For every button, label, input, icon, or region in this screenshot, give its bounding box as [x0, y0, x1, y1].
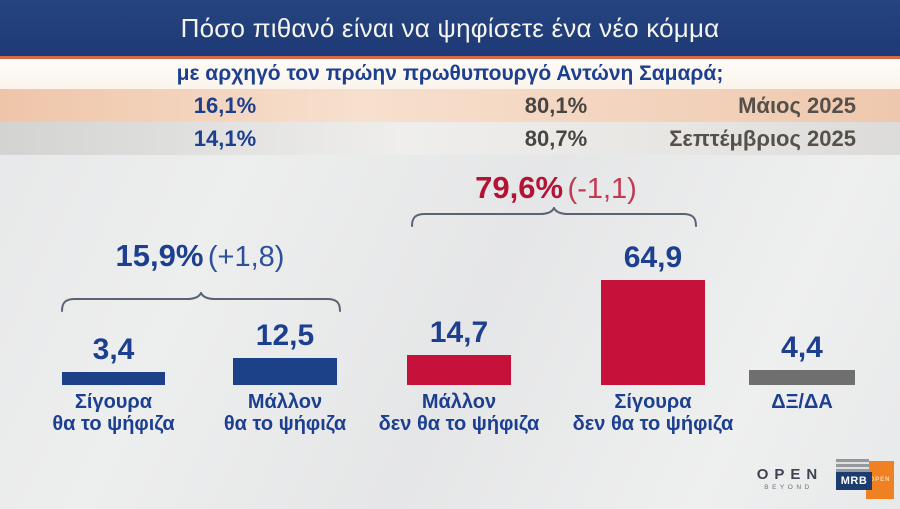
- mrb-navy-block: MRB: [836, 472, 872, 490]
- bar-probably-yes: [233, 358, 337, 385]
- history-row-may: 16,1% 80,1% Μάιος 2025: [0, 89, 900, 122]
- group-unlikely-change: (-1,1): [567, 173, 637, 205]
- history-row-september: 14,1% 80,7% Σεπτέμβριος 2025: [0, 122, 900, 155]
- mrb-stripes-icon: [836, 459, 869, 472]
- bar-label: Σίγουρα δεν θα το ψήφιζα: [572, 391, 734, 435]
- accent-divider: [0, 56, 900, 59]
- bar-dont-know: [749, 370, 855, 385]
- page-title: Πόσο πιθανό είναι να ψηφίσετε ένα νέο κό…: [180, 12, 720, 43]
- group-unlikely-pct: 79,6%: [475, 170, 564, 205]
- mrb-logo: OPEN MRB: [836, 456, 894, 506]
- unlikely-pct-september: 80,7%: [524, 126, 588, 151]
- group-total-unlikely: 79,6% (-1,1): [396, 170, 716, 206]
- period-label-may: Μάιος 2025: [738, 93, 856, 118]
- likely-pct-september: 14,1%: [193, 126, 257, 151]
- group-likely-change: (+1,8): [207, 241, 285, 273]
- bar-label: Μάλλον θα το ψήφιζα: [223, 391, 347, 435]
- mrb-watermark-text: OPEN: [869, 477, 891, 483]
- bar-label: ΔΞ/ΔΑ: [771, 391, 833, 413]
- bar-sure-no: [601, 280, 705, 385]
- open-logo-text: OPEN: [756, 466, 824, 483]
- open-logo-subtext: BEYOND: [764, 484, 813, 491]
- bar-value: 12,5: [255, 319, 315, 352]
- bar-column-sure-yes: 3,4 Σίγουρα θα το ψήφιζα: [52, 0, 174, 509]
- subtitle-band: με αρχηγό τον πρώην πρωθυπουργό Αντώνη Σ…: [0, 59, 900, 89]
- bar-column-sure-no: 64,9 Σίγουρα δεν θα το ψήφιζα: [573, 0, 734, 509]
- bar-value: 3,4: [92, 333, 135, 366]
- bar-value: 4,4: [781, 331, 823, 364]
- bar-label: Μάλλον δεν θα το ψήφιζα: [378, 391, 540, 435]
- bar-column-dont-know: 4,4 ΔΞ/ΔΑ: [749, 0, 855, 509]
- bar-probably-no: [407, 355, 511, 385]
- bar-value: 64,9: [623, 241, 683, 274]
- brace-right: [410, 207, 698, 227]
- unlikely-pct-may: 80,1%: [524, 93, 588, 118]
- bar-column-probably-yes: 12,5 Μάλλον θα το ψήφιζα: [224, 0, 346, 509]
- bar-value: 14,7: [429, 316, 489, 349]
- mrb-logo-text: MRB: [840, 475, 868, 487]
- group-likely-pct: 15,9%: [115, 238, 204, 273]
- open-tv-logo: OPEN BEYOND: [744, 466, 830, 491]
- title-band: Πόσο πιθανό είναι να ψηφίσετε ένα νέο κό…: [0, 0, 900, 56]
- likely-pct-may: 16,1%: [193, 93, 257, 118]
- bar-sure-yes: [62, 372, 165, 385]
- group-total-likely: 15,9% (+1,8): [40, 238, 360, 274]
- page-subtitle: με αρχηγό τον πρώην πρωθυπουργό Αντώνη Σ…: [176, 62, 724, 85]
- brace-left: [60, 292, 342, 312]
- period-label-september: Σεπτέμβριος 2025: [669, 126, 856, 151]
- bar-column-probably-no: 14,7 Μάλλον δεν θα το ψήφιζα: [379, 0, 540, 509]
- bar-label: Σίγουρα θα το ψήφιζα: [52, 391, 175, 435]
